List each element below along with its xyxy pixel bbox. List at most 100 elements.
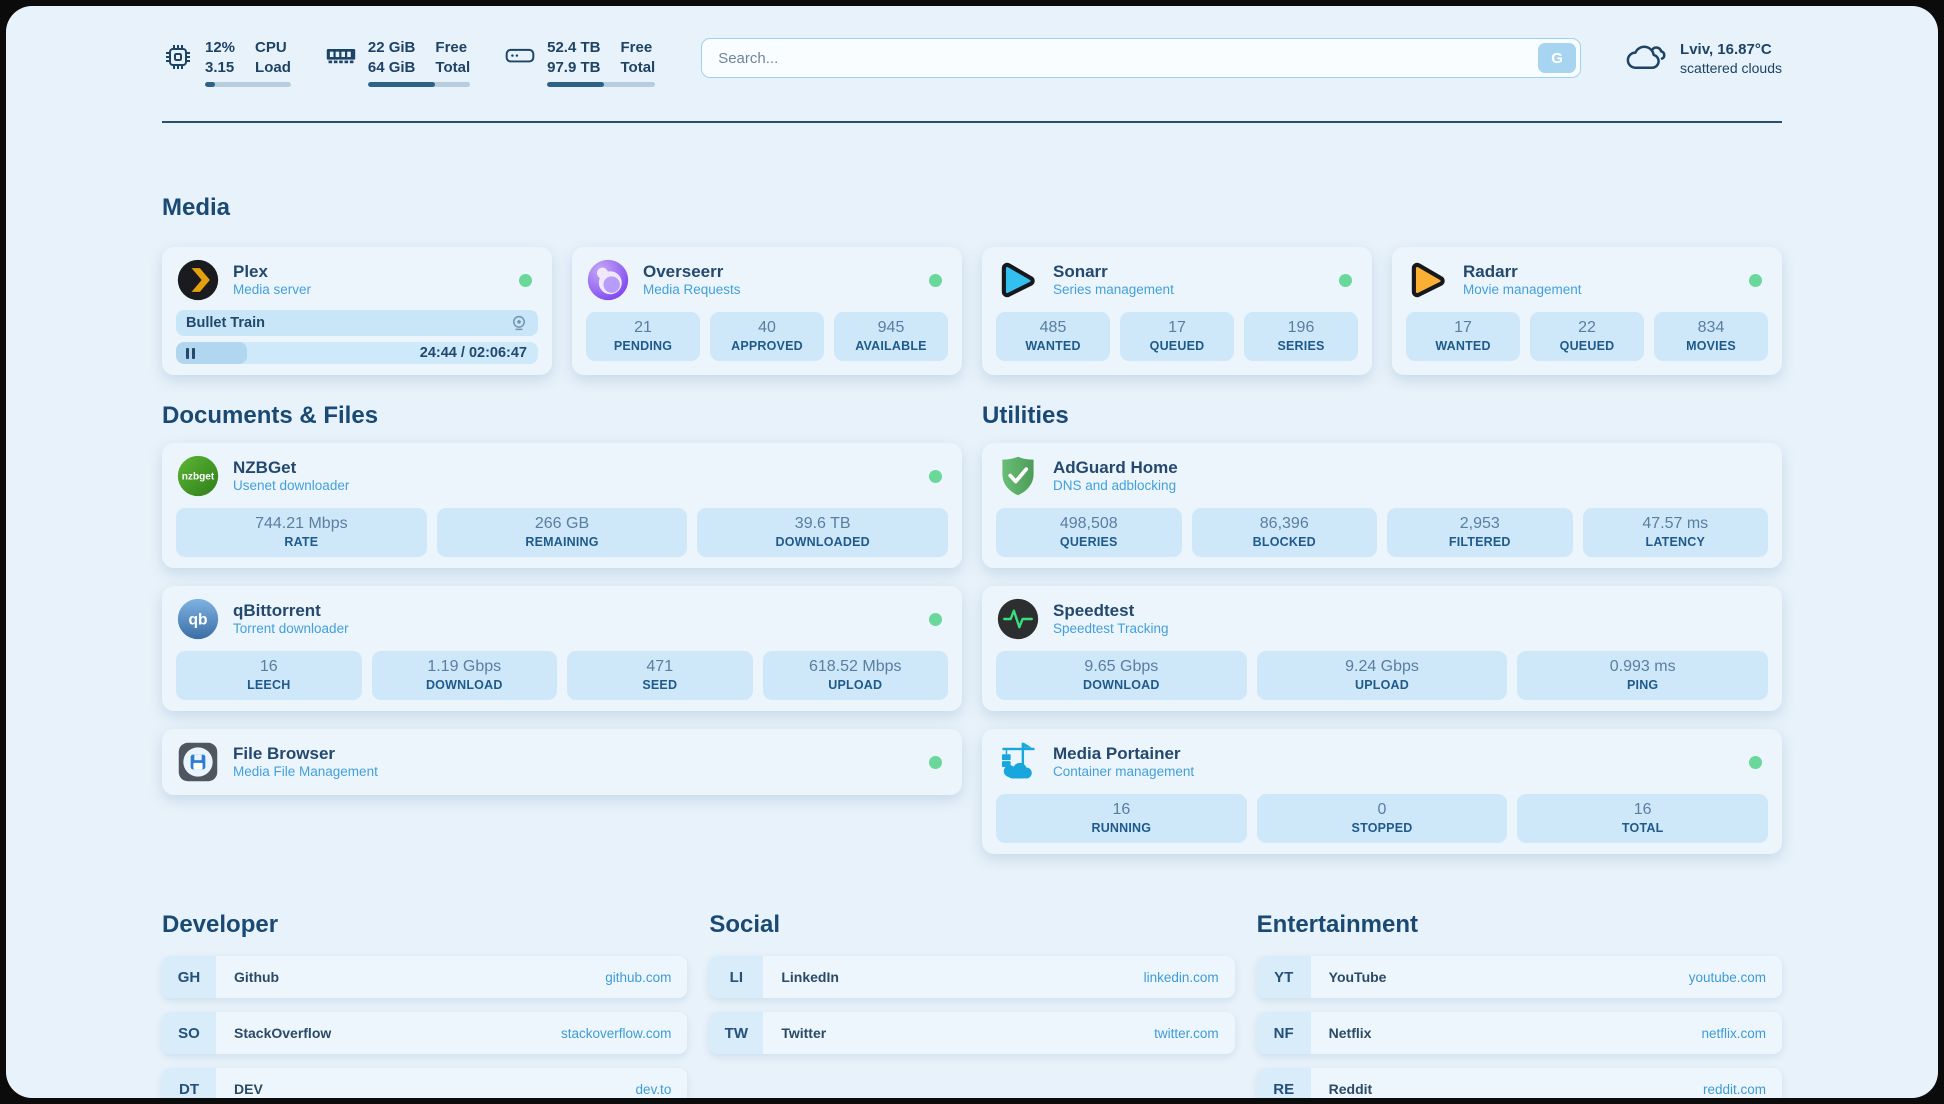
stat-latency: 47.57 ms LATENCY	[1582, 508, 1768, 557]
bookmark-twitter[interactable]: TW Twitter twitter.com	[709, 1012, 1235, 1054]
stat-total: 16 TOTAL	[1517, 794, 1769, 843]
playback-time: 24:44 / 02:06:47	[419, 345, 527, 361]
memory-progress-bar	[367, 82, 471, 87]
stat-label: QUERIES	[1059, 535, 1118, 549]
bookmark-name: DEV	[234, 1081, 263, 1097]
service-card-overseerr[interactable]: Overseerr Media Requests 21 PENDING 40 APP…	[572, 247, 962, 375]
stat-available: 945 AVAILABLE	[834, 312, 948, 361]
bookmark-reddit[interactable]: RE Reddit reddit.com	[1256, 1068, 1782, 1098]
stat-value: 16	[1633, 801, 1652, 818]
dashboard-page: 12% 3.15 CPU Load	[6, 6, 1938, 1098]
session-camera-icon[interactable]	[510, 314, 528, 332]
disk-widget: 52.4 TB 97.9 TB Free Total	[504, 38, 656, 87]
stat-value: 2,953	[1459, 515, 1500, 532]
bookmark-dev[interactable]: DT DEV dev.to	[162, 1068, 688, 1098]
service-card-sonarr[interactable]: Sonarr Series management 485 WANTED 17 QUE…	[982, 247, 1372, 375]
stat-seed: 471 SEED	[567, 651, 753, 700]
bookmark-url[interactable]: twitter.com	[1154, 1025, 1219, 1041]
stat-value: 471	[646, 658, 674, 675]
bookmark-netflix[interactable]: NF Netflix netflix.com	[1256, 1012, 1782, 1054]
filebrowser-icon	[176, 740, 220, 784]
stat-label: SEED	[642, 678, 678, 692]
stat-value: 22	[1578, 319, 1596, 336]
service-subtitle: Container management	[1053, 764, 1195, 780]
stat-value: 9.65 Gbps	[1084, 658, 1159, 675]
service-card-portainer[interactable]: Media Portainer Container management 16 R…	[982, 729, 1782, 854]
service-name[interactable]: AdGuard Home	[1053, 457, 1178, 477]
bookmark-url[interactable]: stackoverflow.com	[561, 1025, 672, 1041]
stat-queued: 17 QUEUED	[1120, 312, 1234, 361]
stat-label: STOPPED	[1351, 821, 1413, 835]
bookmark-url[interactable]: youtube.com	[1688, 969, 1766, 985]
stat-label: BLOCKED	[1252, 535, 1316, 549]
service-name[interactable]: Plex	[233, 261, 268, 281]
stat-value: 485	[1039, 319, 1067, 336]
service-card-nzbget[interactable]: nzbget NZBGet Usenet downloader 744.21 M…	[162, 443, 962, 568]
service-name[interactable]: Speedtest	[1053, 600, 1135, 620]
bookmark-abbr: LI	[709, 956, 764, 998]
stat-value: 196	[1287, 319, 1315, 336]
stat-running: 16 RUNNING	[996, 794, 1247, 843]
bookmark-group-developer: Developer GH Github github.com SO StackO…	[162, 910, 688, 1098]
radarr-icon	[1406, 258, 1450, 302]
stat-label: UPLOAD	[828, 678, 883, 692]
section-title-utilities: Utilities	[982, 402, 1069, 429]
service-subtitle: DNS and adblocking	[1053, 478, 1177, 494]
service-card-radarr[interactable]: Radarr Movie management 17 WANTED 22 QUEUE…	[1392, 247, 1782, 375]
bookmark-url[interactable]: github.com	[605, 969, 672, 985]
bookmark-name: Github	[234, 969, 280, 985]
search-input[interactable]	[701, 38, 1582, 78]
service-card-plex[interactable]: Plex Media server Bullet Train 24:44 / 0…	[162, 247, 552, 375]
service-name[interactable]: Sonarr	[1053, 261, 1108, 281]
cpu-chip-icon	[162, 41, 194, 73]
stat-value: 945	[877, 319, 905, 336]
stat-value: 9.24 Gbps	[1345, 658, 1419, 675]
service-card-filebrowser[interactable]: File Browser Media File Management	[162, 729, 962, 795]
disk-progress-bar	[547, 82, 656, 87]
stat-approved: 40 APPROVED	[710, 312, 824, 361]
service-name[interactable]: Overseerr	[643, 261, 724, 281]
bookmark-url[interactable]: netflix.com	[1701, 1025, 1766, 1041]
stat-stopped: 0 STOPPED	[1256, 794, 1508, 843]
status-dot	[929, 469, 942, 483]
stat-value: 17	[1168, 319, 1186, 336]
bookmark-group-entertainment: Entertainment YT YouTube youtube.com NF …	[1256, 910, 1782, 1098]
bookmark-youtube[interactable]: YT YouTube youtube.com	[1256, 956, 1782, 998]
pause-icon[interactable]	[186, 347, 196, 359]
stat-series: 196 SERIES	[1244, 312, 1358, 361]
bookmark-url[interactable]: dev.to	[635, 1081, 672, 1097]
service-name[interactable]: NZBGet	[233, 457, 297, 477]
stat-leech: 16 LEECH	[176, 651, 362, 700]
service-card-speedtest[interactable]: Speedtest Speedtest Tracking 9.65 Gbps DO…	[982, 586, 1782, 711]
disk-icon	[504, 41, 536, 73]
stat-label: WANTED	[1435, 339, 1491, 353]
stat-upload: 9.24 Gbps UPLOAD	[1256, 651, 1508, 700]
service-name[interactable]: File Browser	[233, 743, 336, 763]
stat-wanted: 485 WANTED	[996, 312, 1110, 361]
service-card-qbittorrent[interactable]: qb qBittorrent Torrent downloader 16 LEEC…	[162, 586, 962, 711]
service-name[interactable]: Media Portainer	[1053, 743, 1181, 763]
status-dot	[1339, 273, 1352, 287]
service-name[interactable]: Radarr	[1463, 261, 1518, 281]
service-name[interactable]: qBittorrent	[233, 600, 321, 620]
service-card-adguard[interactable]: AdGuard Home DNS and adblocking 498,508 Q…	[982, 443, 1782, 568]
bookmark-abbr: RE	[1256, 1068, 1311, 1098]
bookmark-github[interactable]: GH Github github.com	[162, 956, 688, 998]
search-engine-button[interactable]: G	[1538, 43, 1577, 73]
stat-value: 834	[1697, 319, 1725, 336]
stat-value: 16	[259, 658, 278, 675]
stat-value: 498,508	[1059, 515, 1118, 532]
bookmark-url[interactable]: reddit.com	[1702, 1081, 1766, 1097]
bookmark-name: YouTube	[1328, 969, 1387, 985]
stat-rate: 744.21 Mbps RATE	[176, 508, 427, 557]
stat-label: RUNNING	[1091, 821, 1152, 835]
now-playing-title: Bullet Train	[186, 315, 265, 331]
now-playing-bar: Bullet Train	[176, 310, 538, 336]
stat-blocked: 86,396 BLOCKED	[1191, 508, 1377, 557]
bookmark-linkedin[interactable]: LI LinkedIn linkedin.com	[709, 956, 1235, 998]
bookmark-group-social: Social LI LinkedIn linkedin.com TW Twitt…	[709, 910, 1235, 1098]
stat-upload: 618.52 Mbps UPLOAD	[762, 651, 948, 700]
bookmark-stackoverflow[interactable]: SO StackOverflow stackoverflow.com	[162, 1012, 688, 1054]
bookmark-url[interactable]: linkedin.com	[1143, 969, 1219, 985]
stat-wanted: 17 WANTED	[1406, 312, 1520, 361]
